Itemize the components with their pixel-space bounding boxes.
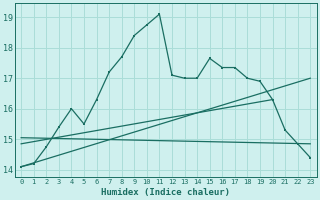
X-axis label: Humidex (Indice chaleur): Humidex (Indice chaleur) — [101, 188, 230, 197]
